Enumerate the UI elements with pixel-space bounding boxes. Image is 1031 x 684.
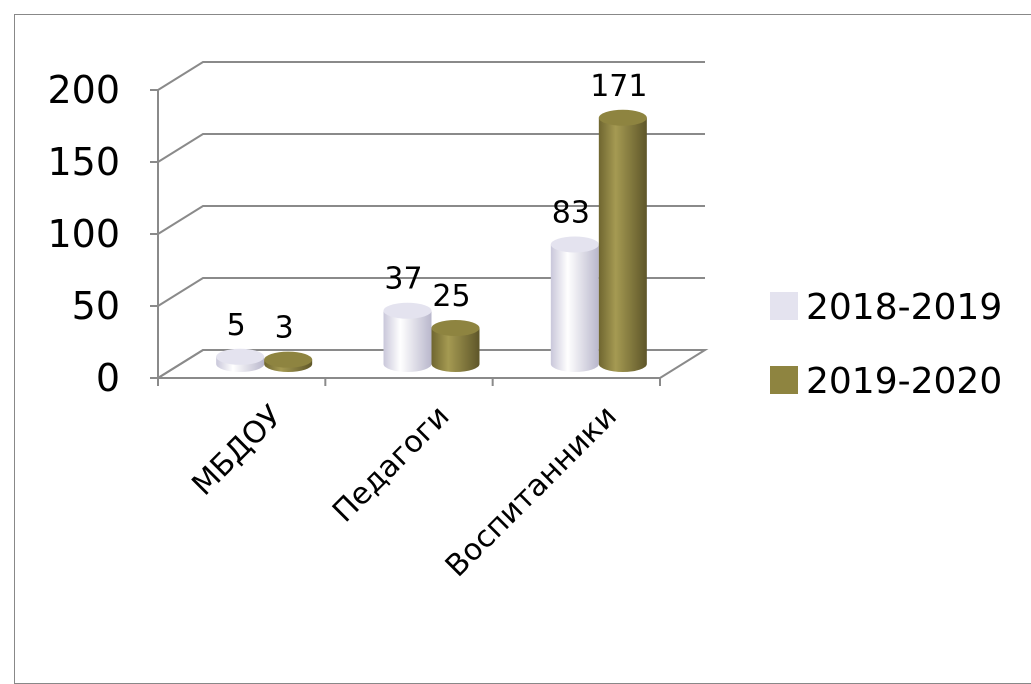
bar <box>264 351 313 372</box>
data-label: 5 <box>227 308 246 343</box>
data-label: 37 <box>384 262 422 297</box>
legend-label: 2019-2020 <box>806 361 1002 402</box>
legend-swatch <box>770 292 798 320</box>
bar-body <box>550 244 599 372</box>
data-label: 25 <box>432 279 470 314</box>
legend: 2018-2019 2019-2020 <box>770 287 1002 402</box>
bar-top <box>598 109 647 126</box>
bar <box>383 302 432 372</box>
legend-swatch <box>770 366 798 394</box>
category-label: МБДОУ <box>185 399 289 503</box>
y-tick-label: 100 <box>47 212 120 256</box>
bar <box>550 236 599 372</box>
bar-top <box>383 302 432 319</box>
bar <box>216 348 265 372</box>
axis-layer: 0 50 100 150 200 <box>47 68 709 400</box>
category-label: Воспитанники <box>439 399 624 584</box>
bar <box>431 320 480 372</box>
legend-label: 2018-2019 <box>806 287 1002 328</box>
y-tick-label: 0 <box>96 356 120 400</box>
bar-top <box>550 236 599 253</box>
category-label: Педагоги <box>326 399 456 529</box>
bar-body <box>431 328 480 372</box>
chart-canvas: 0 50 100 150 200 5 3 МБДОУ 37 25 Педагоги 83 171 Вос… <box>47 61 1002 584</box>
bar-body <box>383 310 432 372</box>
y-tick-label: 200 <box>47 68 120 112</box>
data-label: 83 <box>552 195 590 230</box>
data-label: 3 <box>275 311 294 346</box>
data-label: 171 <box>590 69 647 104</box>
gridline <box>157 277 705 307</box>
bars-layer <box>216 109 647 372</box>
y-tick-label: 50 <box>72 284 120 328</box>
bar-body <box>598 117 647 372</box>
gridline <box>157 61 705 91</box>
gridline <box>157 205 705 235</box>
bar <box>598 109 647 372</box>
y-tick-label: 150 <box>47 140 120 184</box>
bar-top <box>431 320 480 336</box>
bar-top <box>216 348 265 365</box>
gridline <box>157 133 705 163</box>
bar-top <box>264 351 313 368</box>
